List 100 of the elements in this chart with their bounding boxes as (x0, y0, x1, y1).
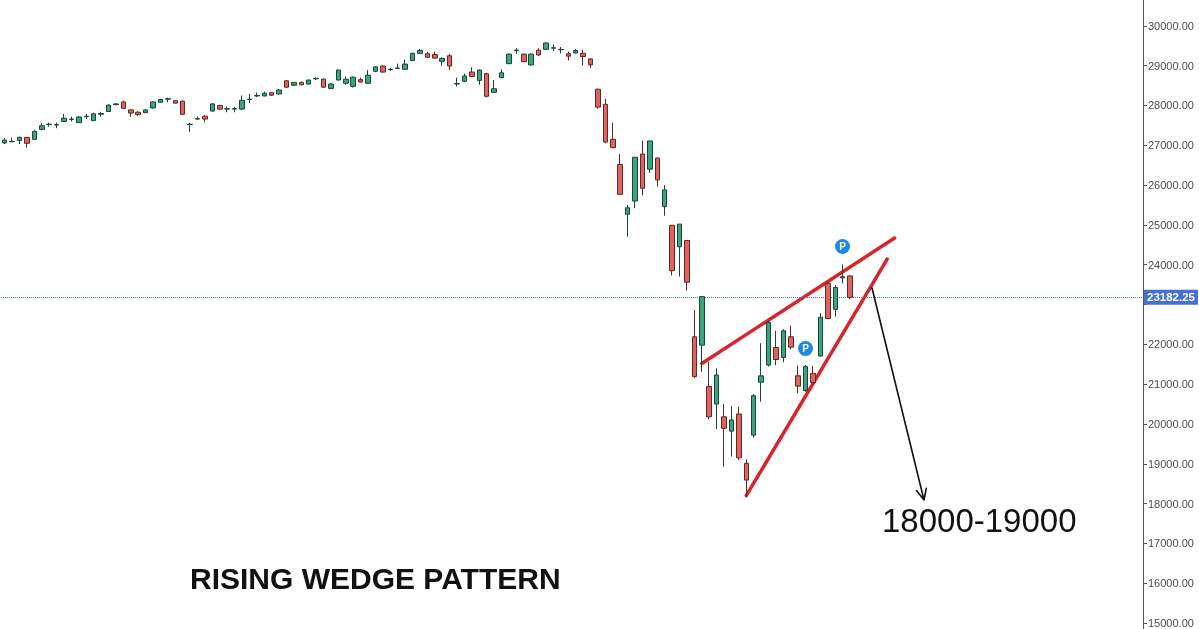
candlestick (825, 280, 831, 320)
y-tick-label: 15000.00 (1148, 617, 1194, 629)
candlestick (402, 59, 408, 71)
candlestick (462, 73, 467, 83)
candlestick (388, 67, 393, 72)
candlestick (610, 122, 616, 149)
candlestick (514, 47, 519, 55)
candlestick (580, 49, 586, 67)
candlestick (692, 309, 697, 379)
candlestick (373, 65, 378, 73)
candlestick (9, 137, 15, 143)
candlestick (773, 330, 779, 366)
candlestick (699, 296, 705, 373)
candlestick (143, 108, 148, 114)
y-tick-label: 30000.00 (1148, 19, 1194, 32)
candlestick (91, 112, 96, 122)
candlestick (217, 104, 223, 111)
candlestick (239, 95, 245, 111)
candlestick (17, 136, 22, 145)
candlestick (113, 102, 119, 106)
candlestick (61, 113, 67, 123)
y-tick-label: 27000.00 (1148, 139, 1194, 152)
candlestick (640, 140, 645, 196)
candlestick (24, 136, 30, 149)
candlestick (432, 51, 438, 60)
candlestick (625, 204, 630, 237)
candlestick (647, 140, 653, 174)
candlestick (380, 64, 386, 74)
candlestick (410, 52, 415, 62)
candlestick (195, 116, 200, 121)
candlestick (566, 51, 571, 62)
candlestick (803, 364, 808, 393)
candlestick (766, 320, 771, 368)
candlestick (662, 184, 667, 217)
candlestick (744, 458, 749, 498)
candlestick (224, 106, 230, 113)
candlestick (358, 77, 363, 83)
y-tick-label: 16000.00 (1148, 577, 1194, 590)
candlestick (729, 405, 734, 458)
candlestick (395, 63, 400, 70)
candlestick (98, 111, 104, 118)
candlestick (781, 328, 786, 363)
candlestick (617, 153, 623, 196)
candlestick (536, 47, 541, 57)
candlestick (165, 97, 171, 103)
ref-line-label: 23182.25 (1147, 291, 1196, 304)
candlestick (417, 48, 423, 55)
candlestick (833, 284, 838, 317)
candlestick (336, 69, 341, 81)
candlestick (543, 42, 549, 51)
candlestick (254, 91, 260, 98)
y-tick-label: 25000.00 (1148, 218, 1194, 231)
candlestick (588, 57, 593, 69)
candlestick (425, 51, 430, 59)
candlestick (655, 157, 660, 188)
candlestick (202, 114, 208, 123)
candlestick (106, 103, 111, 113)
candlestick (32, 129, 37, 141)
candlestick (677, 223, 682, 278)
candlestick (46, 122, 52, 128)
y-tick-label: 17000.00 (1148, 537, 1194, 550)
candlestick (284, 79, 289, 89)
candlestick (795, 364, 801, 394)
candlestick (447, 53, 452, 71)
candlestick (558, 46, 564, 54)
candlestick (469, 66, 475, 78)
candlestick (736, 406, 742, 461)
candlestick (158, 98, 163, 104)
candlestick (210, 102, 215, 112)
candlestick (751, 393, 756, 439)
candlestick (706, 361, 712, 420)
candlestick (76, 115, 82, 124)
candlestick (573, 48, 578, 54)
candlestick (632, 156, 638, 209)
annotation: 18000-19000 (882, 502, 1077, 540)
candlestick (758, 342, 764, 403)
y-tick-label: 28000.00 (1148, 99, 1194, 112)
candlestick (276, 88, 282, 96)
candlestick (521, 52, 527, 63)
candlestick (328, 82, 334, 90)
candlestick (840, 263, 845, 284)
candlestick (180, 100, 185, 116)
candlestick (818, 312, 823, 358)
candlestick (69, 116, 74, 122)
candlestick (810, 365, 816, 384)
candlestick (39, 122, 45, 131)
candlestick (506, 52, 512, 65)
candlestick (454, 77, 460, 87)
candlestick (306, 79, 311, 86)
candlestick (321, 77, 326, 89)
y-tick-label: 18000.00 (1148, 497, 1194, 510)
candlestick (54, 122, 59, 129)
y-tick-label: 21000.00 (1148, 378, 1194, 391)
candlestick (262, 91, 267, 97)
candlestick (2, 137, 7, 145)
candlestick (721, 403, 727, 468)
candlestick (477, 69, 482, 86)
candlestick (788, 325, 794, 351)
candlestick (491, 79, 497, 94)
candlestick (603, 98, 608, 144)
